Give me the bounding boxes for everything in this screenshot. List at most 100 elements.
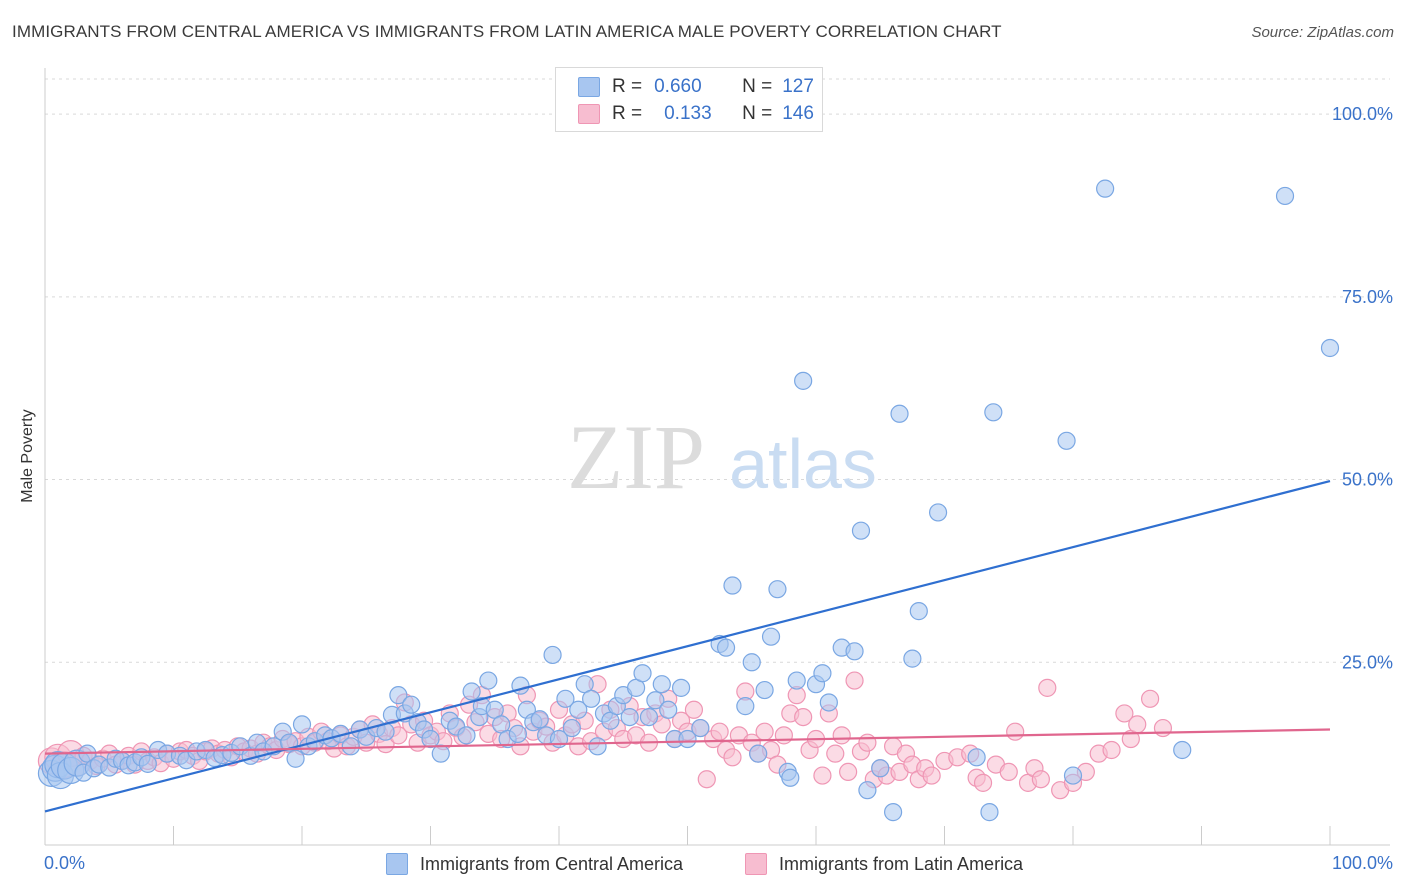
latin-america-point (922, 766, 941, 785)
latin-america-point (774, 726, 793, 745)
central-america-point (813, 664, 832, 683)
latin-america-point (1006, 722, 1025, 741)
watermark-atlas: atlas (729, 425, 877, 503)
central-america-point (457, 726, 476, 745)
latin-america-point (723, 748, 742, 767)
gridlines (45, 78, 1390, 663)
central-america-point (851, 521, 871, 540)
bottom-legend-swatch-blue (386, 853, 408, 875)
central-america-point (671, 678, 691, 697)
central-america-point (858, 781, 877, 800)
central-america-point (639, 707, 659, 727)
central-america-point (903, 649, 922, 668)
latin-america-point (845, 671, 864, 690)
central-america-point (845, 642, 864, 661)
legend-n-label: N = (742, 76, 773, 97)
central-america-point (909, 602, 928, 621)
trend-lines (44, 479, 1331, 813)
central-america-point (646, 691, 665, 710)
legend-r-label: R = (612, 103, 643, 124)
central-america-point (421, 729, 440, 749)
central-america-point (292, 715, 312, 734)
central-america-point (819, 693, 838, 712)
central-america-point (479, 671, 498, 690)
watermark-zip: ZIP (567, 406, 705, 508)
central-america-point (582, 689, 601, 708)
central-america-point (530, 710, 549, 729)
latin-america-point (999, 762, 1018, 782)
central-america-point (691, 718, 710, 738)
latin-america-point (1102, 740, 1121, 760)
central-america-point (1173, 740, 1192, 760)
central-america-point (755, 680, 774, 700)
bottom-legend-central-america: Immigrants from Central America (386, 851, 683, 877)
latin-america-point (1140, 689, 1160, 708)
central-america-point (984, 403, 1003, 422)
central-america-point (556, 689, 575, 708)
central-america-point (341, 737, 360, 756)
central-america-point (980, 803, 999, 822)
latin-america-point (1128, 715, 1147, 734)
source-label: Source: ZipAtlas.com (1251, 24, 1394, 41)
legend-row-central-america: R = 0.660 N = 127 (578, 74, 814, 100)
central-america-point (1057, 431, 1076, 450)
central-america-point (890, 404, 909, 423)
bottom-legend-latin-america: Immigrants from Latin America (745, 851, 1023, 877)
central-america-point (431, 744, 450, 763)
central-america-point (787, 671, 806, 690)
latin-america-point (1153, 718, 1173, 738)
central-america-point (659, 700, 678, 719)
legend-r-value: 0.660 (654, 76, 702, 97)
legend-row-latin-america: R = 0.133 N = 146 (578, 101, 814, 127)
central-america-point (286, 749, 305, 768)
y-tick-label: 25.0% (1342, 652, 1393, 672)
legend-n-label: N = (742, 103, 773, 124)
latin-america-point (684, 700, 704, 719)
central-america-point (749, 744, 768, 763)
y-tick-label: 100.0% (1332, 104, 1393, 124)
bottom-legend-swatch-pink (745, 853, 767, 875)
latin-america-point (826, 744, 845, 763)
bottom-legend-label-blue: Immigrants from Central America (420, 853, 684, 874)
latin-america-point (1115, 704, 1134, 723)
central-america-point (462, 682, 481, 701)
central-america-point (569, 700, 588, 719)
central-america-point (543, 645, 562, 665)
latin-america-point (710, 722, 729, 741)
central-america-point (736, 697, 755, 716)
central-america-points (37, 179, 1340, 822)
watermark: ZIP atlas (567, 406, 877, 508)
central-america-point (723, 576, 742, 595)
central-america-point (794, 371, 813, 390)
central-america-point (588, 737, 607, 756)
latin-america-point (813, 766, 832, 785)
y-tick-label: 75.0% (1342, 287, 1393, 307)
tick-labels: 25.0% 50.0% 75.0% 100.0% 0.0% 100.0% (44, 104, 1393, 873)
legend-r-value: 0.133 (664, 103, 712, 124)
central-america-point (138, 754, 157, 773)
central-america-point (389, 686, 408, 705)
legend-swatch-blue (578, 77, 600, 97)
legend-swatch-pink (578, 104, 600, 124)
central-america-point (678, 729, 697, 749)
central-america-point (1275, 186, 1295, 206)
latin-america-point (973, 773, 993, 792)
latin-america-point (839, 762, 858, 782)
y-tick-label: 50.0% (1342, 470, 1393, 490)
latin-america-point (1038, 678, 1057, 697)
latin-america-point (755, 722, 774, 741)
central-america-point (761, 627, 781, 646)
legend-n-value: 146 (782, 103, 814, 124)
central-america-point (620, 707, 639, 727)
latin-america-point (697, 770, 716, 789)
central-america-point (883, 803, 903, 822)
legend-r-label: R = (612, 76, 643, 97)
latin-america-point (794, 707, 813, 727)
central-america-point (562, 718, 581, 738)
latin-america-trend-line (44, 728, 1331, 755)
latin-america-point (858, 733, 877, 752)
axes (44, 68, 1390, 846)
bottom-legend-label-pink: Immigrants from Latin America (779, 853, 1024, 874)
chart-title: IMMIGRANTS FROM CENTRAL AMERICA VS IMMIG… (12, 22, 1002, 41)
central-america-point (967, 748, 986, 767)
